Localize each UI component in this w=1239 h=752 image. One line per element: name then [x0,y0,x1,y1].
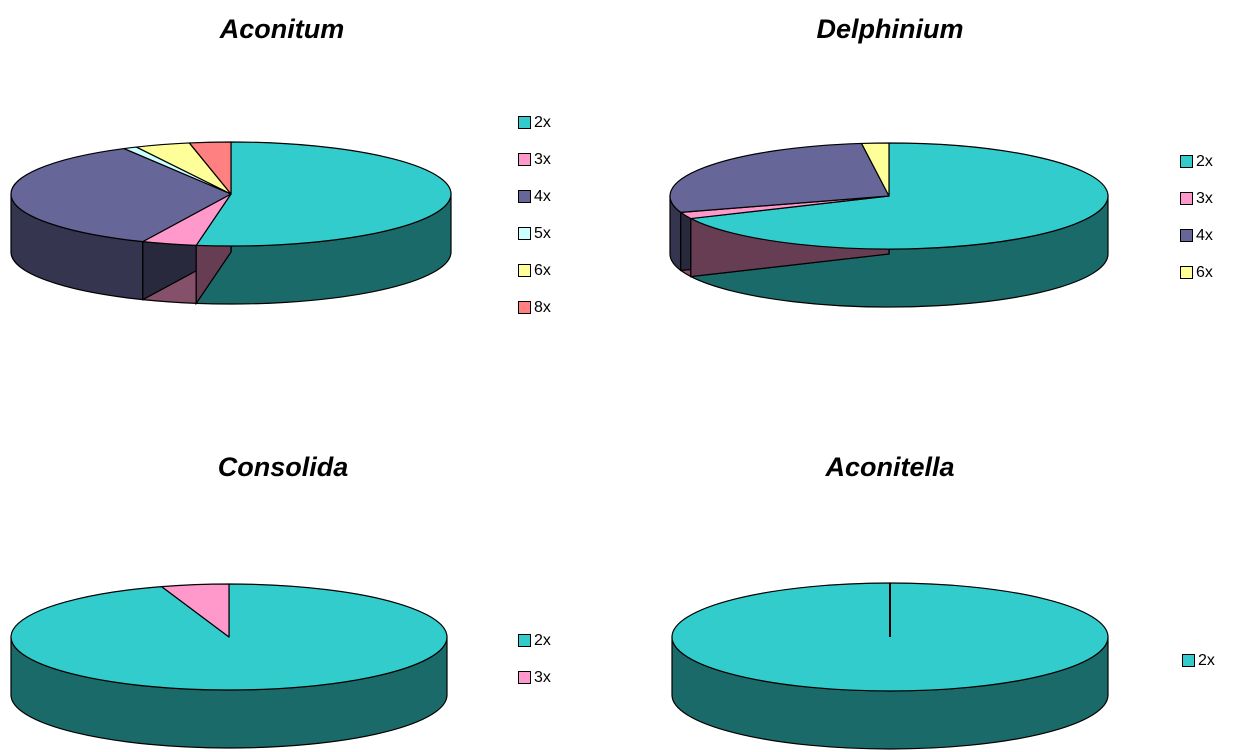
legend-item: 4x [518,178,551,215]
chart-delphinium: Delphinium 2x 3x 4x 6x [660,0,1239,360]
chart-title: Aconitella [825,452,955,482]
legend-swatch [1180,229,1193,242]
legend-swatch [518,634,531,647]
legend-swatch [1180,266,1193,279]
legend-swatch [518,190,531,203]
chart-aconitum: Aconitum 2x 3x 4x 5x 6x 8x [0,0,600,360]
legend-item: 3x [1180,180,1213,217]
legend-item: 2x [1182,642,1215,679]
chart-title: Consolida [217,452,349,482]
legend-swatch [1182,654,1195,667]
legend-swatch [518,264,531,277]
pie-chart [671,582,1109,750]
chart-consolida: Consolida 2x 3x [0,370,600,749]
chart-title: Aconitum [219,14,345,44]
pie-slice-3x [161,583,230,638]
legend-swatch [518,301,531,314]
pie-slice-8x [188,141,232,195]
legend-swatch [518,671,531,684]
legend-item: 3x [518,659,551,696]
legend-swatch [518,227,531,240]
pie-chart [10,141,452,306]
chart-aconitella: Aconitella 2x [660,370,1239,750]
legend-label: 6x [1196,263,1213,281]
chart-legend: 2x 3x 4x 5x 6x 8x [518,104,551,326]
legend-item: 6x [518,252,551,289]
legend-label: 3x [534,150,551,168]
chart-legend: 2x 3x 4x 6x [1180,143,1213,291]
legend-item: 2x [1180,143,1213,180]
pie-slice-2x [195,141,452,247]
legend-item: 2x [518,622,551,659]
legend-item: 8x [518,289,551,326]
legend-item: 2x [518,104,551,141]
pie-chart [669,142,1109,308]
legend-swatch [1180,155,1193,168]
legend-label: 3x [1196,189,1213,207]
chart-legend: 2x 3x [518,622,551,696]
legend-label: 4x [1196,226,1213,244]
legend-label: 2x [1196,152,1213,170]
legend-item: 5x [518,215,551,252]
legend-item: 3x [518,141,551,178]
pie-slice-4x [10,147,232,243]
legend-label: 2x [1198,651,1215,669]
chart-title: Delphinium [816,14,964,44]
legend-label: 2x [534,113,551,131]
legend-swatch [1180,192,1193,205]
legend-swatch [518,116,531,129]
chart-legend: 2x [1182,642,1215,679]
pie-slice-2x [690,142,1109,250]
legend-label: 3x [534,668,551,686]
legend-label: 5x [534,224,551,242]
legend-item: 6x [1180,254,1213,291]
legend-label: 8x [534,298,551,316]
legend-item: 4x [1180,217,1213,254]
legend-swatch [518,153,531,166]
pie-slice-6x [860,142,890,197]
pie-chart [10,583,448,749]
legend-label: 2x [534,631,551,649]
pie-slice-4x [669,142,890,213]
legend-label: 6x [534,261,551,279]
legend-label: 4x [534,187,551,205]
